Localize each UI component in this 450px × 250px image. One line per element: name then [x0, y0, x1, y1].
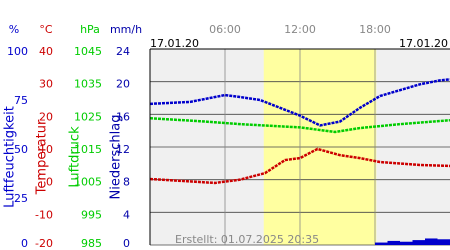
axis-unit: °C: [39, 23, 53, 36]
precip-bar: [400, 241, 413, 245]
y-tick-label: 1025: [74, 110, 102, 123]
axis-title: Temperatur: [35, 119, 50, 195]
axis-unit: hPa: [80, 23, 100, 36]
y-tick-label: 100: [7, 45, 28, 58]
axis-title: Luftfeuchtigkeit: [3, 106, 18, 208]
y-tick-label: 985: [81, 237, 102, 250]
y-tick-label: -20: [35, 237, 53, 250]
x-tick-label: 06:00: [209, 23, 241, 36]
y-tick-label: 20: [39, 110, 53, 123]
y-tick-label: 50: [14, 143, 28, 156]
x-tick-label: 12:00: [284, 23, 316, 36]
precip-bar: [375, 242, 388, 245]
y-tick-label: 25: [14, 192, 28, 205]
y-tick-label: 4: [123, 208, 130, 221]
precip-bar: [387, 240, 400, 245]
y-tick-label: 1045: [74, 45, 102, 58]
y-tick-label: 0: [21, 237, 28, 250]
precip-bar: [437, 239, 450, 245]
axis-title: Niederschlag: [109, 115, 124, 200]
precip-bar: [412, 240, 425, 245]
y-tick-label: 995: [81, 208, 102, 221]
axis-title: Luftdruck: [68, 126, 83, 188]
y-tick-label: 75: [14, 94, 28, 107]
axis-unit: mm/h: [110, 23, 142, 36]
y-tick-label: 1005: [74, 176, 102, 189]
x-tick-label: 18:00: [359, 23, 391, 36]
series-line: [149, 147, 450, 185]
date-left: 17.01.20: [150, 37, 199, 50]
y-tick-label: 40: [39, 45, 53, 58]
series-line: [149, 78, 450, 127]
y-tick-label: 10: [39, 143, 53, 156]
y-tick-label: 1015: [74, 143, 102, 156]
y-tick-label: -10: [35, 208, 53, 221]
axis-unit: %: [9, 23, 19, 36]
y-tick-label: 12: [116, 143, 130, 156]
y-tick-label: 0: [123, 237, 130, 250]
precip-bar: [425, 238, 438, 245]
y-tick-label: 8: [123, 176, 130, 189]
y-tick-label: 1035: [74, 78, 102, 91]
y-tick-label: 16: [116, 110, 130, 123]
created-note: Erstellt: 01.07.2025 20:35: [175, 233, 319, 246]
y-tick-label: 20: [116, 78, 130, 91]
y-tick-label: 30: [39, 78, 53, 91]
y-tick-label: 24: [116, 45, 130, 58]
y-tick-label: 0: [46, 176, 53, 189]
date-right: 17.01.20: [399, 37, 448, 50]
series-line: [149, 117, 450, 134]
